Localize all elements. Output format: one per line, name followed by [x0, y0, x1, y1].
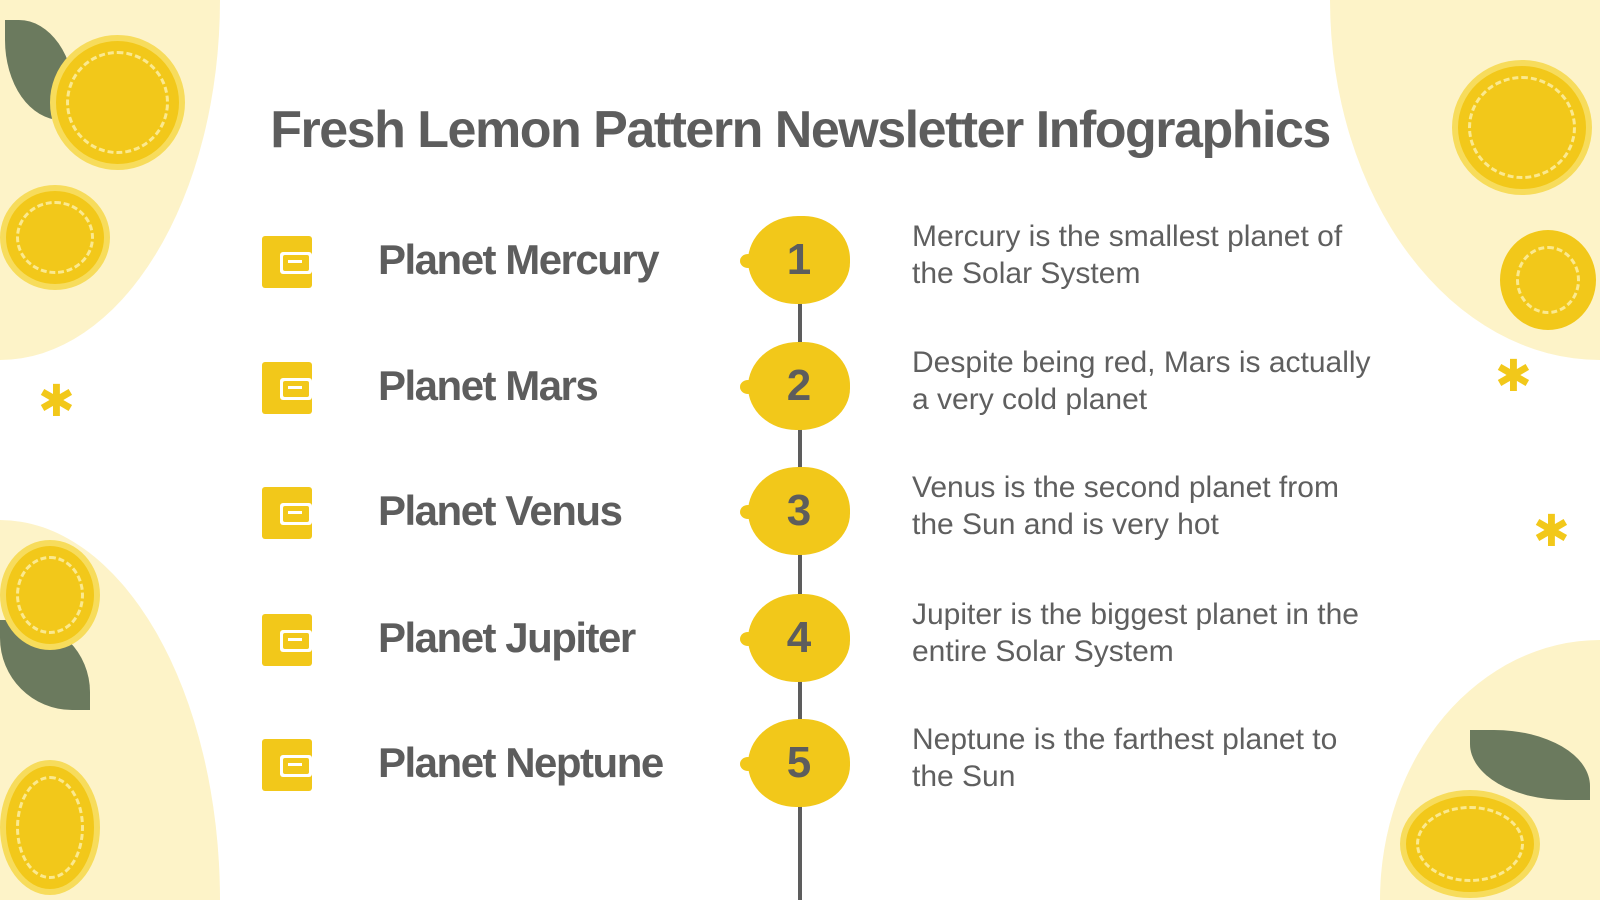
walkie-talkie-icon [262, 614, 312, 666]
lemon-slice-decor [0, 760, 100, 895]
lemon-decor [1500, 230, 1596, 330]
laptop-chat-icon [262, 487, 312, 539]
item-number-lemon: 5 [740, 719, 850, 807]
item-number-lemon: 1 [740, 216, 850, 304]
item-description: Despite being red, Mars is actually a ve… [912, 346, 1371, 416]
phone-mail-icon [262, 362, 312, 414]
page-title: Fresh Lemon Pattern Newsletter Infograph… [270, 101, 1331, 159]
timeline-line [798, 265, 802, 900]
flower-decor: ✱ [38, 377, 75, 426]
item-description: Jupiter is the biggest planet in the ent… [912, 598, 1359, 668]
smile-chat-icon [262, 739, 312, 791]
item-description: Mercury is the smallest planet of the So… [912, 220, 1343, 290]
timeline-item: Planet Mars 2 Despite being red, Mars is… [0, 336, 1600, 436]
item-number-lemon: 2 [740, 342, 850, 430]
timeline-item: Planet Venus 3 Venus is the second plane… [0, 461, 1600, 561]
lemon-slice-decor [50, 35, 185, 170]
browser-chat-icon [262, 236, 312, 288]
item-title: Planet Mars [378, 362, 599, 409]
item-title: Planet Venus [378, 487, 623, 534]
flower-decor: ✱ [1495, 352, 1532, 401]
item-number-lemon: 3 [740, 467, 850, 555]
item-title: Planet Jupiter [378, 614, 636, 661]
lemon-slice-decor [0, 185, 110, 290]
lemon-slice-decor [1400, 790, 1540, 898]
item-description: Venus is the second planet from the Sun … [912, 471, 1339, 541]
item-description: Neptune is the farthest planet to the Su… [912, 723, 1338, 793]
timeline-item: Planet Mercury 1 Mercury is the smallest… [0, 210, 1600, 310]
flower-decor: ✱ [1533, 507, 1570, 556]
item-title: Planet Neptune [378, 739, 664, 786]
timeline-item: Planet Neptune 5 Neptune is the farthest… [0, 713, 1600, 813]
item-number-lemon: 4 [740, 594, 850, 682]
lemon-slice-decor [1452, 60, 1592, 195]
lemon-slice-decor [0, 540, 100, 650]
timeline-item: Planet Jupiter 4 Jupiter is the biggest … [0, 588, 1600, 688]
item-title: Planet Mercury [378, 236, 660, 283]
